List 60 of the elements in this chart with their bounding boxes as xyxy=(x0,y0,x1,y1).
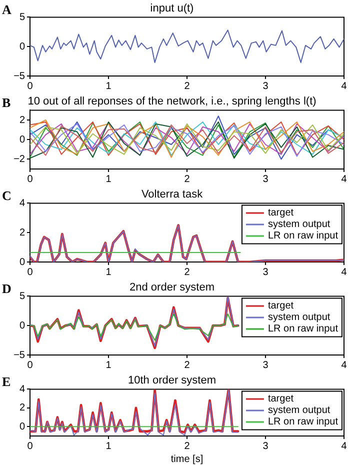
x-tick-label: 3 xyxy=(262,266,269,278)
legend-label: system output xyxy=(268,405,330,416)
y-tick-label: 0 xyxy=(19,320,26,332)
y-tick-label: 0 xyxy=(19,134,26,146)
x-tick-label: 4 xyxy=(341,174,348,185)
x-tick-label: 4 xyxy=(341,440,348,452)
text: C xyxy=(2,188,12,203)
x-tick-label: 4 xyxy=(341,80,348,92)
x-tick-label: 3 xyxy=(262,174,269,185)
chart-title: 10th order system xyxy=(128,374,216,387)
text: D xyxy=(2,280,12,296)
x-tick-label: 1 xyxy=(106,360,112,371)
x-tick-label: 3 xyxy=(262,440,269,452)
legend-label: target xyxy=(268,394,294,405)
y-tick-label: 2 xyxy=(19,227,26,238)
chart-title: 10 out of all reponses of the network, i.e., spring lengths l(t) xyxy=(28,96,316,108)
x-tick-label: 1 xyxy=(106,174,112,185)
y-tick-label: 2 xyxy=(19,402,26,414)
text: E xyxy=(2,374,11,389)
y-tick-label: 2 xyxy=(19,114,26,126)
y-tick-label: 0 xyxy=(19,256,26,268)
x-tick-label: 4 xyxy=(341,266,348,278)
y-tick-label: 4 xyxy=(19,384,26,395)
x-tick-label: 0 xyxy=(27,440,34,452)
y-tick-label: 5 xyxy=(19,290,26,302)
legend-label: LR on raw input xyxy=(268,416,338,428)
x-tick-label: 0 xyxy=(27,266,34,278)
y-tick-label: 5 xyxy=(19,12,26,23)
x-tick-label: 1 xyxy=(106,80,112,92)
legend-label: LR on raw input xyxy=(268,324,338,335)
chart-title: input u(t) xyxy=(150,2,194,15)
y-tick-label: 0 xyxy=(19,421,26,432)
x-tick-label: 2 xyxy=(184,174,190,185)
legend-label: system output xyxy=(268,219,330,230)
legend-label: LR on raw input xyxy=(268,230,338,242)
x-tick-label: 1 xyxy=(106,440,112,452)
y-tick-label: −5 xyxy=(14,70,26,82)
y-tick-label: −2 xyxy=(14,154,26,165)
x-tick-label: 2 xyxy=(184,360,190,371)
y-tick-label: 4 xyxy=(19,198,26,209)
chart-title: Volterra task xyxy=(141,188,204,201)
x-tick-label: 2 xyxy=(184,266,190,278)
x-tick-label: 4 xyxy=(341,360,348,371)
x-tick-label: 2 xyxy=(184,80,190,92)
x-tick-label: 3 xyxy=(262,360,269,371)
x-tick-label: 0 xyxy=(27,174,34,185)
x-axis-title: time [s] xyxy=(170,454,204,465)
x-tick-label: 2 xyxy=(184,440,190,452)
text: B xyxy=(2,94,11,110)
x-tick-label: 1 xyxy=(106,266,112,278)
legend-label: system output xyxy=(268,312,330,324)
x-tick-label: 0 xyxy=(27,80,34,92)
legend-label: target xyxy=(268,300,294,312)
x-tick-label: 0 xyxy=(27,360,34,371)
x-tick-label: 3 xyxy=(262,80,269,92)
legend-label: target xyxy=(268,208,294,219)
text: A xyxy=(2,2,12,17)
y-tick-label: 0 xyxy=(19,41,26,52)
chart-title: 2nd order system xyxy=(130,282,214,294)
y-tick-label: −5 xyxy=(14,350,26,361)
